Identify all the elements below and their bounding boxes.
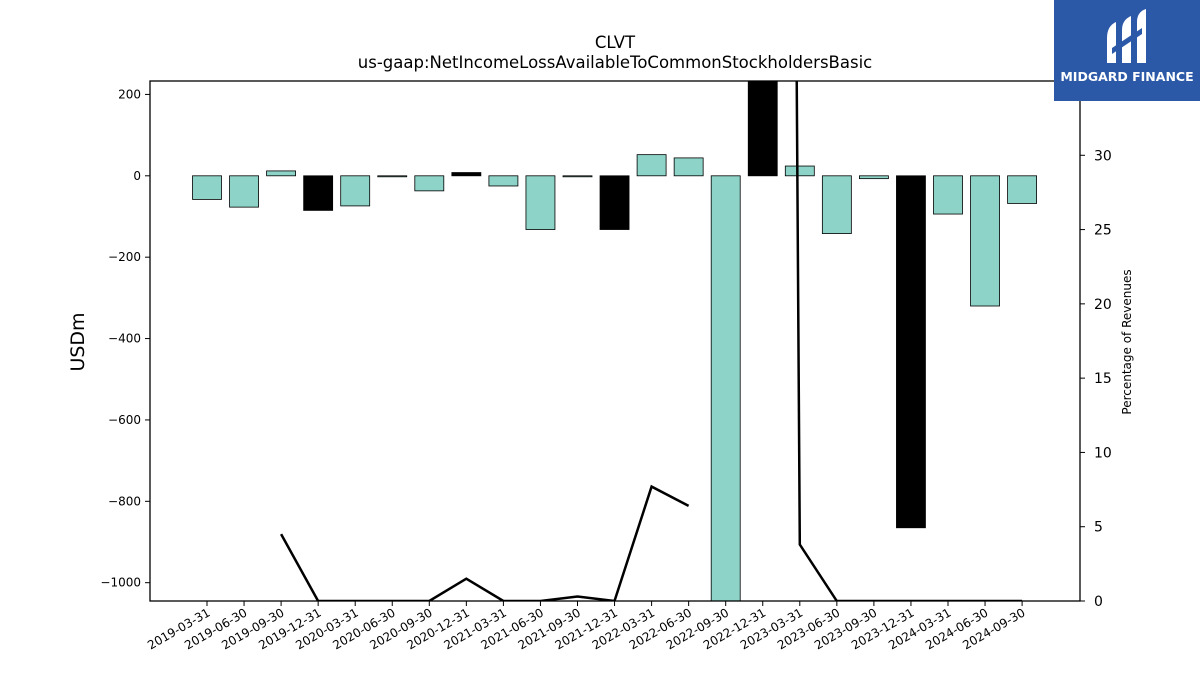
bar [673,157,704,177]
plot-area: −1000−800−600−400−2000200051015202530201… [100,80,1112,652]
pct-revenue-line [280,81,1023,601]
bars [192,81,1037,601]
y2-tick-label: 25 [1094,223,1112,239]
bar [340,175,371,207]
plot-frame [149,80,1081,602]
bar [414,175,445,192]
bar [710,175,741,601]
y2-tick-label: 15 [1094,371,1112,387]
y-tick-label: −800 [108,494,141,508]
y-tick-label: −600 [108,413,141,427]
y2-axis-label: Percentage of Revenues [1120,269,1134,414]
bar [451,172,482,177]
midgard-finance-logo: MIDGARD FINANCE [1054,0,1200,101]
bar [896,175,926,529]
y-axis-label: USDm [67,312,89,371]
bar [266,170,297,177]
y2-tick-label: 5 [1094,520,1103,536]
midgard-logo-icon [1107,9,1146,63]
y2-tick-label: 20 [1094,297,1112,313]
bar [784,165,815,177]
bar [970,175,1000,307]
y-tick-label: −200 [108,250,141,264]
y2-tick-label: 30 [1094,148,1112,164]
bar [377,175,408,178]
bar [488,175,519,187]
bar [525,175,556,230]
y-tick-label: −400 [108,332,141,346]
y2-tick-label: 0 [1094,594,1103,610]
bar [636,154,667,177]
brand-name: MIDGARD FINANCE [1060,69,1194,84]
bar [821,175,852,234]
chart-subtitle: us-gaap:NetIncomeLossAvailableToCommonSt… [358,53,872,72]
chart-title: CLVT [595,33,636,52]
y-tick-label: 200 [118,87,141,101]
bar [192,175,222,200]
y-tick-label: −1000 [100,576,141,590]
bar [747,81,778,177]
bar [859,175,889,180]
bar [599,175,630,230]
y-tick-label: 0 [133,169,141,183]
bar [229,175,259,208]
y2-tick-label: 10 [1094,445,1112,461]
bar [1007,175,1037,204]
bar [303,175,334,211]
bar [933,175,963,215]
bar [562,175,593,178]
